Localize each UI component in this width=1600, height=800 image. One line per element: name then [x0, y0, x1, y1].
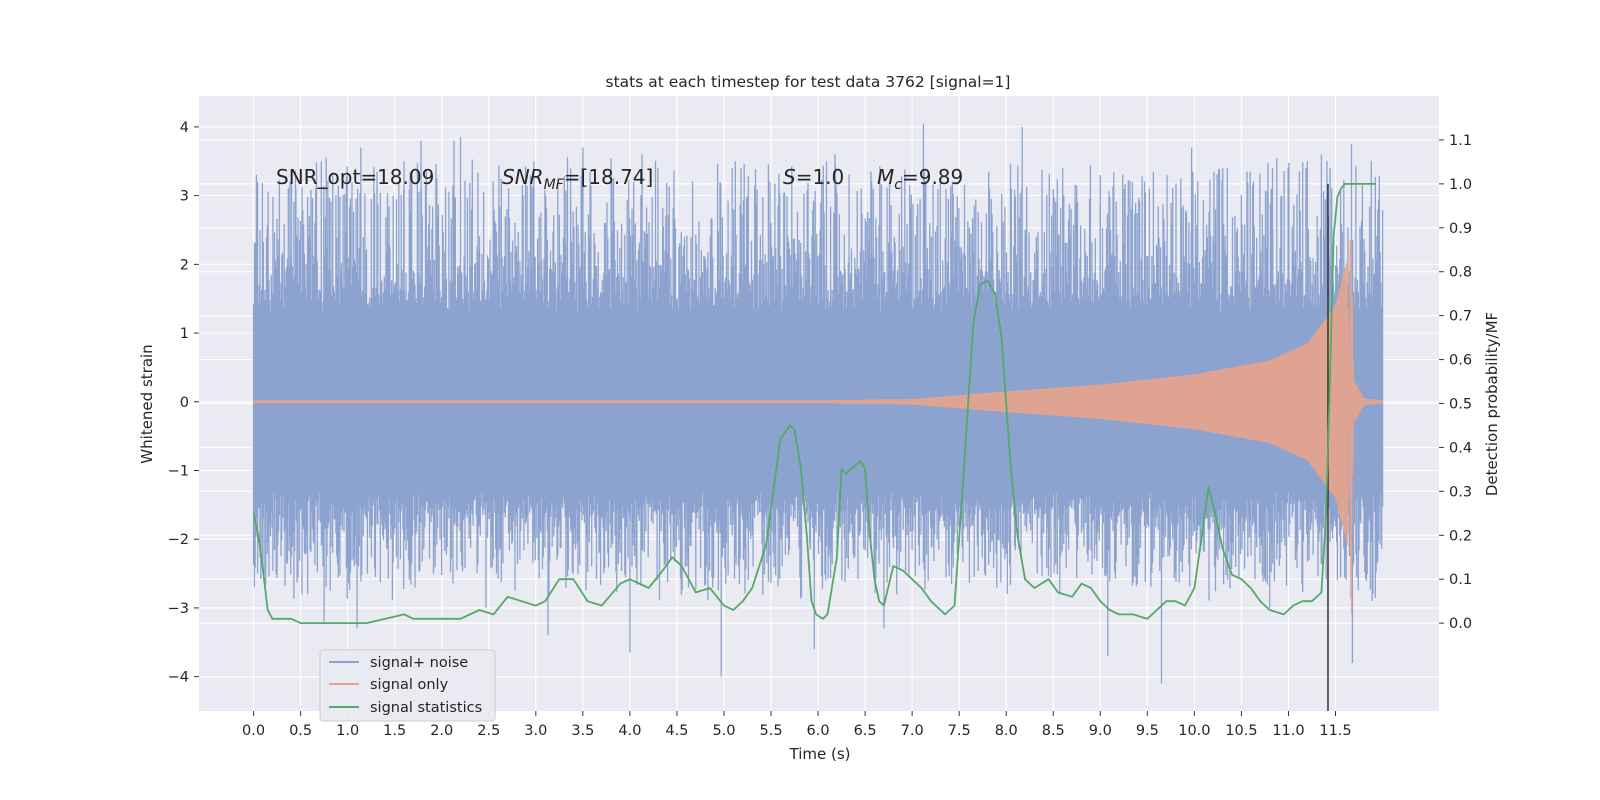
y-tick-label: 0	[180, 395, 189, 411]
x-tick-label: 0.0	[242, 723, 265, 739]
x-tick-label: 5.0	[712, 723, 735, 739]
x-tick-label: 0.5	[289, 723, 312, 739]
x-tick-label: 9.0	[1089, 723, 1112, 739]
annotation-s-symbol: S	[783, 165, 796, 189]
x-tick-label: 4.5	[665, 723, 688, 739]
y-right-tick-label: 1.1	[1449, 133, 1472, 149]
y-right-tick-label: 0.9	[1449, 221, 1472, 237]
chart-title: stats at each timestep for test data 376…	[606, 73, 1011, 91]
annotation-mc: Mc=9.89	[877, 165, 963, 193]
legend-label-signal: signal only	[370, 677, 449, 693]
legend-box	[319, 649, 496, 722]
y-right-tick-label: 0.7	[1449, 309, 1472, 325]
signal-only-line	[253, 235, 1384, 615]
y-axis-right-label: Detection probability/MF	[1483, 312, 1501, 496]
annotation-s: S=1.0	[783, 165, 844, 189]
x-tick-label: 11.5	[1319, 723, 1351, 739]
x-tick-label: 8.5	[1042, 723, 1065, 739]
x-tick-label: 5.5	[759, 723, 782, 739]
annotation-snr-mf: SNRMF=[18.74]	[502, 165, 653, 193]
axis-ticks: 0.0 0.5 1.0 1.5 2.0 2.5 3.0 3.5 4.0 4.5 5.0 5.5 6.0 6…	[168, 120, 1472, 739]
signal-statistics-line	[252, 183, 1376, 624]
y-right-tick-label: 0.0	[1449, 616, 1472, 632]
legend-label-statistics: signal statistics	[370, 700, 482, 716]
y-tick-label: −1	[168, 463, 189, 479]
x-tick-label: 4.0	[618, 723, 641, 739]
x-tick-label: 6.5	[854, 723, 877, 739]
y-tick-label: 1	[180, 326, 189, 342]
y-tick-label: −3	[168, 601, 189, 617]
y-right-tick-label: 0.6	[1449, 353, 1472, 369]
x-tick-label: 1.5	[383, 723, 406, 739]
signal-only-series	[253, 235, 1384, 615]
annotation-snr-opt: SNR_opt=18.09	[276, 165, 434, 189]
x-tick-label: 7.0	[901, 723, 924, 739]
annotation-mc-value: =9.89	[902, 165, 963, 189]
signal-statistics-series	[252, 183, 1376, 711]
y-right-tick-label: 0.5	[1449, 397, 1472, 413]
x-tick-label: 1.0	[336, 723, 359, 739]
legend: signal+ noise signal only signal statist…	[319, 649, 496, 722]
x-tick-label: 8.0	[995, 723, 1018, 739]
x-tick-label: 10.5	[1225, 723, 1257, 739]
y-right-tick-label: 0.1	[1449, 572, 1472, 588]
y-tick-label: 3	[180, 189, 189, 205]
legend-label-noise: signal+ noise	[370, 655, 468, 671]
x-tick-label: 11.0	[1272, 723, 1304, 739]
y-right-tick-label: 0.8	[1449, 265, 1472, 281]
y-tick-label: −4	[168, 670, 189, 686]
x-axis-label: Time (s)	[789, 745, 851, 763]
annotation-mc-sub: c	[894, 177, 902, 193]
x-tick-label: 3.5	[571, 723, 594, 739]
x-tick-label: 3.0	[524, 723, 547, 739]
annotation-snr-mf-base: SNR	[502, 165, 544, 189]
annotation-snr-mf-value: =[18.74]	[564, 165, 654, 189]
y-tick-label: 4	[180, 120, 189, 136]
annotation-s-value: =1.0	[796, 165, 845, 189]
x-tick-label: 10.0	[1178, 723, 1210, 739]
annotation-snr-mf-sub: MF	[544, 177, 565, 193]
y-right-tick-label: 0.2	[1449, 528, 1472, 544]
y-tick-label: 2	[180, 257, 189, 273]
x-tick-label: 2.5	[477, 723, 500, 739]
x-tick-label: 7.5	[948, 723, 971, 739]
y-axis-label: Whitened strain	[138, 344, 156, 463]
y-right-tick-label: 0.3	[1449, 484, 1472, 500]
x-tick-label: 6.0	[807, 723, 830, 739]
y-right-tick-label: 1.0	[1449, 177, 1472, 193]
y-tick-label: −2	[168, 532, 189, 548]
x-tick-label: 2.0	[430, 723, 453, 739]
annotation-mc-base: M	[877, 165, 894, 189]
x-tick-label: 9.5	[1136, 723, 1159, 739]
y-right-tick-label: 0.4	[1449, 440, 1472, 456]
